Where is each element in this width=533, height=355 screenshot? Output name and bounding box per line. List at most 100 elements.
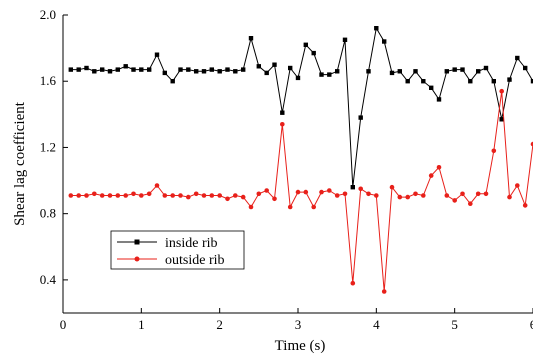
data-point-outside-rib	[280, 122, 285, 127]
y-tick-label: 0.4	[40, 272, 57, 287]
data-point-outside-rib	[264, 188, 270, 193]
data-point-outside-rib	[444, 193, 450, 198]
data-point-outside-rib	[405, 194, 411, 200]
data-point-outside-rib	[397, 194, 403, 200]
data-point-inside-rib	[530, 79, 533, 84]
data-point-outside-rib	[256, 191, 262, 197]
data-point-outside-rib	[350, 280, 356, 286]
data-point-outside-rib	[499, 88, 505, 94]
x-tick-label: 5	[451, 317, 458, 332]
data-point-outside-rib	[240, 194, 246, 200]
data-point-outside-rib	[84, 193, 89, 198]
data-point-outside-rib	[154, 183, 160, 188]
data-point-inside-rib	[413, 69, 418, 74]
y-tick-label: 2.0	[40, 7, 56, 22]
legend-marker-inside-rib	[134, 239, 140, 245]
data-point-outside-rib	[428, 173, 434, 178]
data-point-outside-rib	[217, 193, 222, 198]
data-point-outside-rib	[295, 189, 301, 195]
data-point-inside-rib	[405, 79, 410, 84]
data-point-inside-rib	[256, 64, 261, 69]
legend-marker-outside-rib	[134, 256, 140, 262]
data-point-outside-rib	[68, 193, 74, 198]
y-tick-label: 1.2	[40, 139, 56, 154]
data-point-inside-rib	[436, 97, 442, 102]
data-point-inside-rib	[100, 67, 105, 72]
legend-box	[110, 230, 245, 270]
data-point-inside-rib	[76, 67, 81, 72]
data-point-inside-rib	[272, 62, 277, 67]
data-point-outside-rib	[483, 191, 489, 197]
data-point-outside-rib	[209, 193, 215, 198]
data-point-outside-rib	[107, 193, 113, 198]
data-point-inside-rib	[217, 69, 222, 74]
data-point-outside-rib	[334, 193, 340, 198]
data-point-outside-rib	[389, 184, 395, 190]
data-point-outside-rib	[92, 191, 97, 197]
data-point-inside-rib	[209, 67, 214, 72]
x-tick-label: 2	[216, 317, 223, 332]
x-tick-label: 4	[373, 317, 380, 332]
data-point-inside-rib	[366, 69, 371, 74]
data-point-outside-rib	[233, 193, 238, 198]
data-point-inside-rib	[335, 69, 340, 74]
data-point-inside-rib	[170, 79, 175, 84]
data-point-outside-rib	[99, 193, 105, 198]
data-point-outside-rib	[162, 193, 168, 198]
data-point-outside-rib	[287, 204, 293, 210]
data-point-outside-rib	[225, 196, 230, 202]
data-point-inside-rib	[288, 65, 293, 71]
data-point-inside-rib	[154, 52, 160, 57]
data-point-inside-rib	[350, 185, 355, 190]
data-point-outside-rib	[186, 194, 191, 200]
data-point-inside-rib	[162, 70, 167, 76]
data-point-inside-rib	[225, 67, 230, 72]
data-point-outside-rib	[178, 193, 183, 198]
data-point-inside-rib	[429, 85, 434, 90]
data-point-inside-rib	[523, 65, 528, 71]
data-point-inside-rib	[452, 67, 457, 72]
data-point-inside-rib	[107, 69, 113, 74]
data-point-outside-rib	[327, 188, 332, 193]
data-point-outside-rib	[530, 141, 533, 147]
data-point-outside-rib	[76, 193, 81, 198]
data-point-inside-rib	[476, 69, 481, 74]
data-point-inside-rib	[147, 67, 152, 72]
y-tick-label: 0.8	[40, 206, 56, 221]
data-point-inside-rib	[319, 72, 324, 77]
data-point-outside-rib	[358, 186, 364, 192]
data-point-inside-rib	[201, 69, 207, 74]
data-point-inside-rib	[248, 36, 254, 41]
data-point-inside-rib	[115, 67, 120, 72]
data-point-outside-rib	[201, 193, 207, 198]
data-point-inside-rib	[194, 69, 199, 74]
data-point-inside-rib	[468, 79, 473, 84]
data-point-inside-rib	[444, 69, 449, 74]
data-point-outside-rib	[319, 189, 324, 195]
data-point-inside-rib	[421, 79, 426, 84]
data-point-outside-rib	[491, 148, 497, 154]
data-point-outside-rib	[311, 204, 317, 210]
data-point-inside-rib	[327, 72, 332, 77]
data-point-inside-rib	[499, 117, 504, 122]
data-point-inside-rib	[397, 69, 402, 74]
data-point-outside-rib	[515, 183, 520, 188]
x-tick-label: 0	[60, 317, 67, 332]
data-point-outside-rib	[146, 191, 152, 197]
data-point-inside-rib	[186, 67, 191, 72]
data-point-outside-rib	[522, 203, 528, 208]
data-point-inside-rib	[342, 37, 348, 42]
data-point-outside-rib	[468, 201, 473, 206]
x-tick-label: 6	[530, 317, 533, 332]
x-axis-title: Time (s)	[275, 338, 326, 354]
data-point-outside-rib	[421, 193, 426, 198]
data-point-outside-rib	[123, 193, 128, 198]
data-point-outside-rib	[452, 198, 458, 203]
data-point-outside-rib	[374, 193, 379, 198]
data-point-outside-rib	[193, 191, 199, 197]
data-point-inside-rib	[92, 69, 97, 74]
data-point-inside-rib	[460, 67, 465, 72]
data-point-outside-rib	[139, 193, 144, 198]
data-point-inside-rib	[295, 75, 301, 81]
